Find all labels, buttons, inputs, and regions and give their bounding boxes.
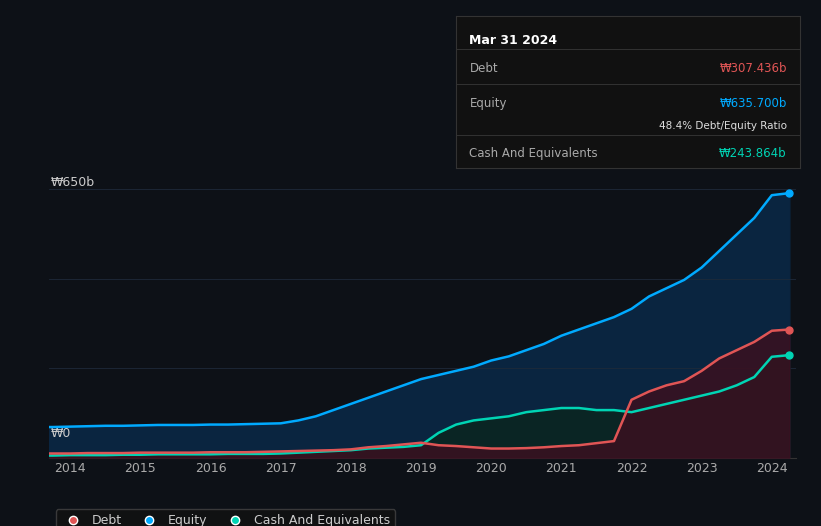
Text: ₩243.864b: ₩243.864b: [719, 147, 787, 160]
Text: ₩0: ₩0: [51, 427, 71, 440]
Text: ₩650b: ₩650b: [51, 176, 95, 188]
Text: 48.4% Debt/Equity Ratio: 48.4% Debt/Equity Ratio: [658, 121, 787, 131]
Legend: Debt, Equity, Cash And Equivalents: Debt, Equity, Cash And Equivalents: [56, 509, 395, 526]
Text: Mar 31 2024: Mar 31 2024: [470, 34, 557, 47]
Text: ₩307.436b: ₩307.436b: [719, 62, 787, 75]
Text: ₩635.700b: ₩635.700b: [719, 97, 787, 109]
Text: Cash And Equivalents: Cash And Equivalents: [470, 147, 598, 160]
Text: Equity: Equity: [470, 97, 507, 109]
Text: Debt: Debt: [470, 62, 498, 75]
